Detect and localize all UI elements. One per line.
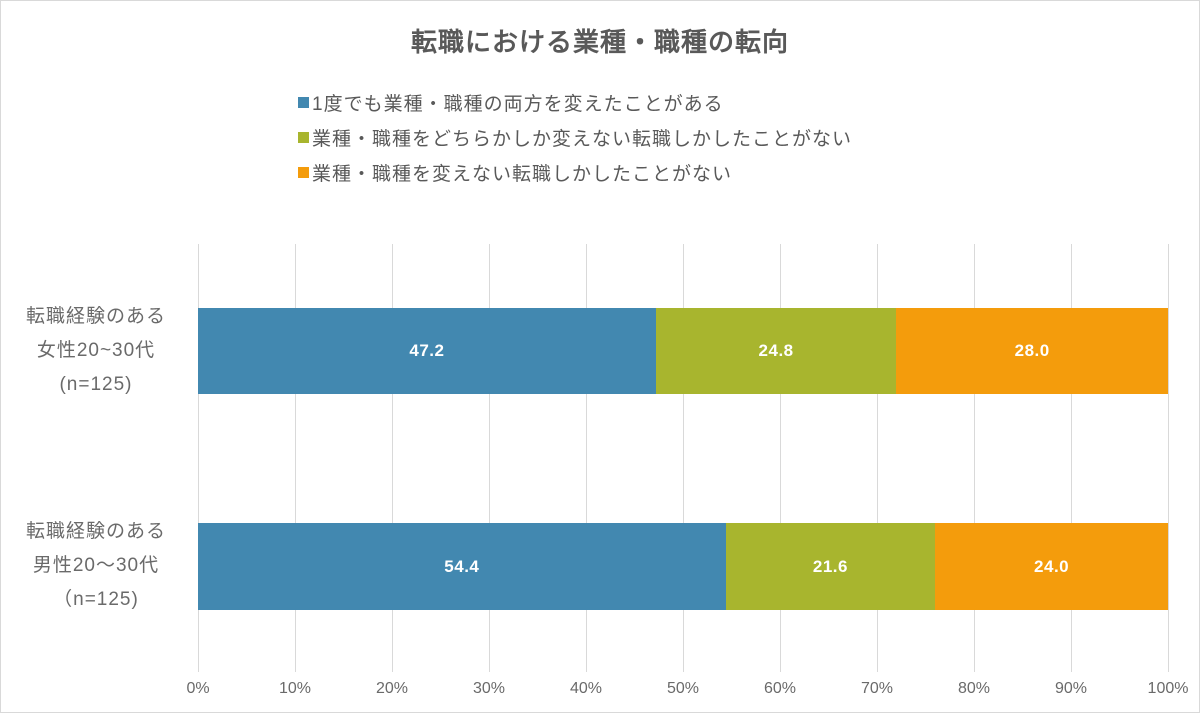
legend-swatch-icon: [298, 132, 309, 143]
gridline: [1070, 244, 1072, 672]
category-line: 転職経験のある: [25, 521, 166, 542]
gridline: [876, 244, 878, 672]
legend-label: 業種・職種をどちらかしか変えない転職しかしたことがない: [312, 129, 853, 150]
x-tick-label: 20%: [375, 680, 409, 697]
segment-none-changed: 24.0: [935, 523, 1168, 610]
legend-item-both-changed: 1度でも業種・職種の両方を変えたことがある: [298, 85, 852, 120]
category-line: （n=125): [53, 589, 139, 610]
legend-item-none-changed: 業種・職種を変えない転職しかしたことがない: [298, 155, 852, 190]
x-tick-label: 80%: [957, 680, 991, 697]
data-label: 21.6: [812, 556, 848, 576]
data-label: 24.8: [758, 341, 794, 360]
category-line: (n=125): [59, 374, 133, 395]
category-line: 転職経験のある: [25, 306, 166, 327]
category-label-female: 転職経験のある 女性20~30代 (n=125): [1, 300, 191, 402]
segment-none-changed: 28.0: [896, 308, 1168, 394]
data-label: 28.0: [1014, 341, 1050, 360]
gridlines: [197, 244, 1169, 672]
segment-one-changed: 21.6: [725, 523, 936, 610]
x-tick-label: 30%: [472, 680, 506, 697]
bar-row-female: 47.2 24.8 28.0: [198, 308, 1168, 394]
x-tick-label: 70%: [860, 680, 894, 697]
legend: 1度でも業種・職種の両方を変えたことがある 業種・職種をどちらかしか変えない転職…: [298, 85, 852, 190]
category-line: 女性20~30代: [36, 340, 156, 361]
legend-swatch-icon: [298, 97, 309, 108]
gridline: [488, 244, 490, 672]
x-tick-label: 50%: [666, 680, 700, 697]
gridline: [682, 244, 684, 672]
legend-item-one-changed: 業種・職種をどちらかしか変えない転職しかしたことがない: [298, 120, 852, 155]
category-label-male: 転職経験のある 男性20〜30代 （n=125): [1, 515, 191, 617]
gridline: [779, 244, 781, 672]
x-tick-label: 60%: [763, 680, 797, 697]
x-tick-label: 90%: [1054, 680, 1088, 697]
data-label: 54.4: [444, 556, 480, 576]
legend-label: 業種・職種を変えない転職しかしたことがない: [312, 164, 733, 185]
x-tick-label: 10%: [278, 680, 312, 697]
gridline: [973, 244, 975, 672]
gridline: [197, 244, 199, 672]
segment-one-changed: 24.8: [655, 308, 897, 394]
x-axis-ticks: 0% 10% 20% 30% 40% 50% 60% 70% 80% 90% 100%: [186, 680, 1188, 704]
x-tick-label: 40%: [569, 680, 603, 697]
legend-label: 1度でも業種・職種の両方を変えたことがある: [312, 94, 724, 115]
segment-both-changed: 54.4: [198, 523, 726, 610]
gridline: [585, 244, 587, 672]
chart-title: 転職における業種・職種の転向: [410, 27, 789, 57]
data-label: 24.0: [1034, 556, 1070, 576]
segment-both-changed: 47.2: [198, 308, 656, 394]
legend-swatch-icon: [298, 167, 309, 178]
bar-row-male: 54.4 21.6 24.0: [198, 523, 1168, 610]
plot-area: 47.2 24.8 28.0 54.4 21.6 24.0: [197, 244, 1169, 672]
gridline: [1167, 244, 1169, 672]
x-tick-label: 100%: [1147, 680, 1189, 697]
y-axis-category-labels: 転職経験のある 女性20~30代 (n=125) 転職経験のある 男性20〜30…: [1, 244, 191, 672]
gridline: [391, 244, 393, 672]
category-line: 男性20〜30代: [32, 555, 160, 576]
x-tick-label: 0%: [186, 680, 210, 697]
data-label: 47.2: [409, 341, 445, 360]
gridline: [294, 244, 296, 672]
